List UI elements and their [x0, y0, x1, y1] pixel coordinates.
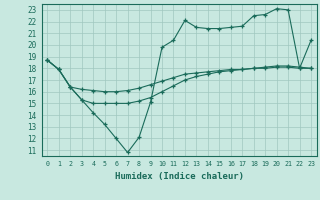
X-axis label: Humidex (Indice chaleur): Humidex (Indice chaleur) — [115, 172, 244, 181]
